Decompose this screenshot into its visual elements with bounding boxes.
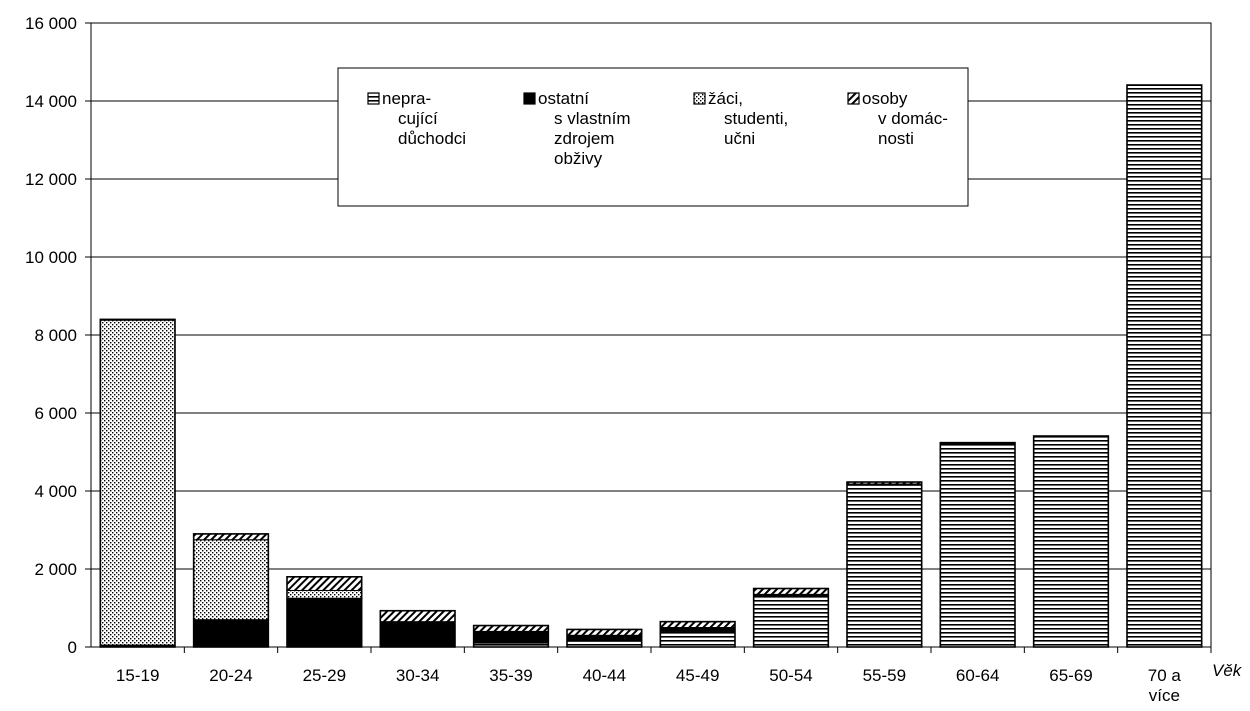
bar-stack (659, 620, 736, 648)
bar-stack (472, 624, 550, 648)
legend-item: nepra-cující důchodci (367, 89, 466, 148)
x-tick-label: 65-69 (1049, 666, 1092, 685)
x-tick-label: 35-39 (489, 666, 532, 685)
bar-segment (379, 621, 456, 648)
y-axis-tick-labels: 0 2 000 4 000 6 000 8 000 10 000 12 000 14 000 1… (25, 14, 77, 657)
bar-outline (192, 533, 270, 648)
bar-stack (286, 575, 363, 648)
legend-box (337, 67, 969, 207)
bar-segment (566, 640, 643, 648)
bar-stack (192, 533, 270, 648)
legend-label: žáci, studenti, učni (708, 89, 788, 148)
bars (99, 84, 1203, 648)
bar-outline (472, 624, 550, 648)
y-tick-label: 8 000 (34, 326, 77, 345)
bar-segment (659, 627, 736, 632)
y-tick-label: 10 000 (25, 248, 77, 267)
x-tick-label: 50-54 (769, 666, 812, 685)
bar-outline (286, 575, 363, 648)
bar-outline (379, 609, 456, 648)
legend-item: osoby v domác-nosti (847, 89, 948, 148)
x-tick-label: 40-44 (583, 666, 626, 685)
bar-outline (752, 587, 830, 648)
bar-segment (1126, 84, 1203, 648)
x-tick-label: 25-29 (303, 666, 346, 685)
bar-segment (753, 595, 829, 648)
x-tick-label: 60-64 (956, 666, 999, 685)
bar-segment (286, 576, 363, 591)
legend-label: ostatní s vlastním zdrojem obživy (538, 89, 631, 168)
bar-outline (846, 481, 923, 648)
legend: nepra-cující důchodci ostatní s vlastním zdr… (337, 67, 969, 207)
bar-segment (659, 621, 736, 629)
legend-label: osoby v domác-nosti (862, 89, 948, 148)
bar-stack (939, 441, 1016, 648)
legend-swatch (523, 92, 536, 105)
x-axis-title: Věk (1212, 661, 1243, 680)
x-tick-label: 20-24 (209, 666, 252, 685)
legend-swatch (693, 92, 706, 105)
bar-segment (659, 630, 736, 648)
bar-segment (939, 443, 1016, 648)
bar-outline (99, 318, 176, 648)
bar-outline (1032, 435, 1110, 648)
bar-outline (659, 620, 736, 648)
legend-swatch (367, 92, 380, 105)
bar-segment (286, 589, 363, 599)
bar-outline (939, 441, 1016, 648)
bar-segment (99, 319, 176, 646)
bar-stack (846, 481, 923, 648)
y-tick-label: 6 000 (34, 404, 77, 423)
bar-segment (473, 625, 549, 632)
y-tick-label: 4 000 (34, 482, 77, 501)
x-axis-tick-labels: 15-19 20-24 25-29 30-34 35-39 40-44 45-49 50-54… (116, 647, 1212, 705)
bar-segment (753, 588, 829, 595)
x-tick-label: 30-34 (396, 666, 439, 685)
legend-swatch (847, 92, 860, 105)
bar-stack (379, 609, 456, 648)
bar-segment (566, 634, 643, 642)
bar-stack (566, 628, 643, 648)
x-tick-label: 55-59 (863, 666, 906, 685)
bar-outline (1126, 84, 1203, 648)
bar-stack (752, 587, 830, 648)
bar-stack (1126, 84, 1203, 648)
bar-segment (1033, 435, 1109, 648)
bar-segment (566, 628, 643, 636)
x-tick-label: 70 a více (1148, 666, 1182, 705)
bar-segment (846, 484, 923, 648)
legend-item: ostatní s vlastním zdrojem obživy (523, 89, 631, 168)
bar-outline (566, 628, 643, 648)
y-tick-label: 0 (68, 638, 77, 657)
y-tick-label: 2 000 (34, 560, 77, 579)
bar-segment (193, 533, 269, 541)
legend-label: nepra-cující důchodci (382, 89, 466, 148)
y-tick-label: 14 000 (25, 92, 77, 111)
y-tick-label: 16 000 (25, 14, 77, 33)
x-tick-label: 15-19 (116, 666, 159, 685)
bar-segment (193, 539, 269, 621)
bar-segment (286, 597, 363, 648)
y-tick-label: 12 000 (25, 170, 77, 189)
legend-item: žáci, studenti, učni (693, 89, 788, 148)
bar-stack (1032, 435, 1110, 648)
bar-segment (473, 630, 549, 644)
bar-segment (379, 610, 456, 623)
x-tick-label: 45-49 (676, 666, 719, 685)
bar-segment (193, 619, 269, 648)
bar-stack (99, 318, 176, 648)
